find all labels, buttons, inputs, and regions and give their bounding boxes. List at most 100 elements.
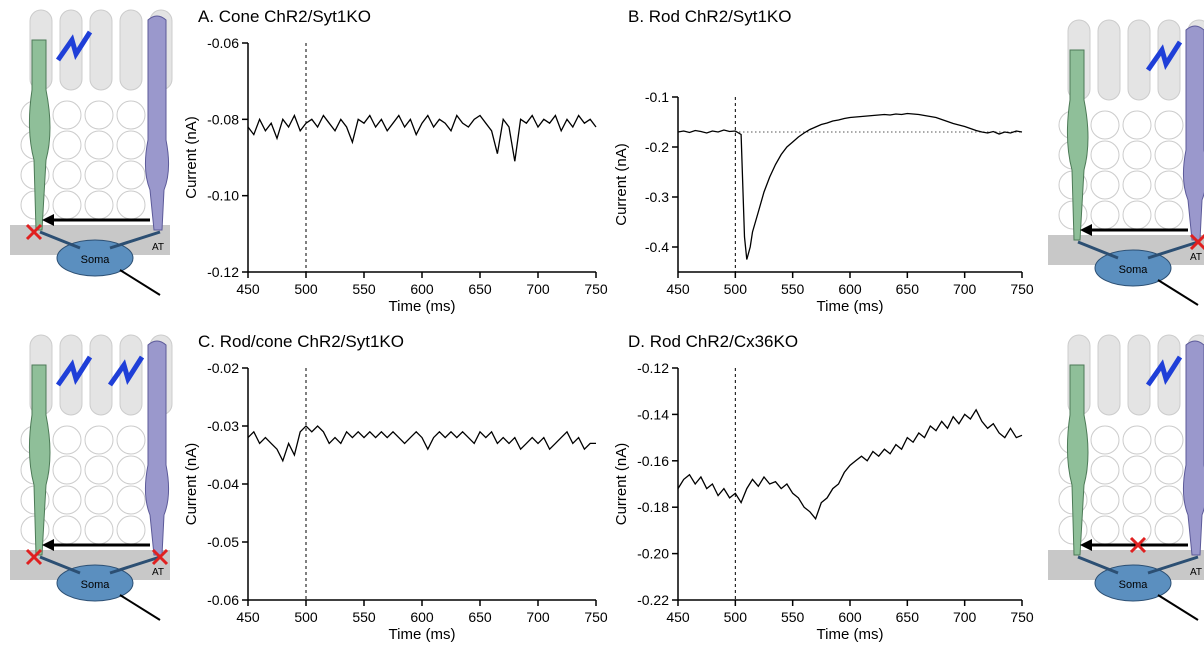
x-tick-label: 500: [294, 609, 318, 625]
x-tick-label: 600: [410, 281, 434, 297]
chart-title: B. Rod ChR2/Syt1KO: [628, 7, 791, 26]
x-tick-label: 650: [468, 281, 492, 297]
y-tick-label: -0.14: [637, 406, 669, 422]
nucleus: [1122, 485, 1152, 515]
block-mark: [1189, 233, 1204, 251]
dendrite: [39, 230, 161, 250]
trace: [677, 112, 1023, 260]
cone: [28, 364, 51, 556]
light-flash: [107, 355, 145, 387]
nucleus: [52, 190, 82, 220]
nucleus: [52, 100, 82, 130]
nucleus: [52, 485, 82, 515]
electrode: [119, 269, 161, 296]
y-tick-label: -0.16: [637, 453, 669, 469]
schematic: Soma AT: [10, 9, 173, 296]
nucleus: [52, 455, 82, 485]
light-flash: [55, 30, 93, 62]
x-tick-label: 450: [666, 609, 690, 625]
x-tick-label: 500: [724, 281, 748, 297]
x-axis-label: Time (ms): [389, 298, 456, 315]
nucleus: [1154, 515, 1184, 545]
outer-segment: [89, 334, 113, 416]
arrow-head: [42, 539, 54, 551]
light-flash: [1145, 40, 1183, 72]
schematic: Soma AT: [1048, 19, 1204, 306]
nucleus: [1122, 110, 1152, 140]
nucleus: [1090, 140, 1120, 170]
trace: [247, 113, 597, 162]
x-tick-label: 550: [781, 281, 805, 297]
nucleus: [1090, 425, 1120, 455]
nucleus: [52, 515, 82, 545]
x-tick-label: 700: [953, 281, 977, 297]
light-flash: [55, 355, 93, 387]
nucleus: [1154, 140, 1184, 170]
dendrite: [1077, 240, 1199, 260]
chart-title: D. Rod ChR2/Cx36KO: [628, 332, 798, 351]
nucleus: [84, 130, 114, 160]
rod: [144, 15, 170, 231]
y-tick-label: -0.3: [645, 189, 669, 205]
schematic: Soma AT: [10, 334, 173, 621]
x-tick-label: 450: [236, 609, 260, 625]
nucleus: [1090, 200, 1120, 230]
chart-title: C. Rod/cone ChR2/Syt1KO: [198, 332, 404, 351]
rod: [1182, 340, 1204, 556]
y-tick-label: -0.03: [207, 418, 239, 434]
y-axis-label: Current (nA): [613, 143, 630, 226]
block-mark: [151, 548, 169, 566]
y-axis-label: Current (nA): [183, 116, 200, 199]
trace: [247, 425, 596, 463]
outer-segment: [1097, 19, 1121, 101]
y-axis-label: Current (nA): [183, 443, 200, 526]
rod: [144, 340, 170, 556]
x-tick-label: 650: [896, 609, 920, 625]
nucleus: [1090, 110, 1120, 140]
x-tick-label: 550: [352, 609, 376, 625]
y-tick-label: -0.02: [207, 360, 239, 376]
dendrite: [39, 555, 161, 575]
nucleus: [52, 425, 82, 455]
outer-segment: [1097, 334, 1121, 416]
chart-title: A. Cone ChR2/Syt1KO: [198, 7, 371, 26]
outer-segment: [59, 9, 83, 91]
cone: [1066, 364, 1089, 556]
nucleus: [1090, 170, 1120, 200]
y-tick-label: -0.08: [207, 111, 239, 127]
outer-segment: [1127, 334, 1151, 416]
electrode: [1157, 279, 1199, 306]
nucleus: [84, 190, 114, 220]
outer-segment: [89, 9, 113, 91]
nucleus: [1122, 170, 1152, 200]
electrode: [1157, 594, 1199, 621]
electrode: [119, 594, 161, 621]
soma: [56, 564, 134, 602]
nucleus: [52, 160, 82, 190]
nucleus: [52, 130, 82, 160]
x-tick-label: 600: [838, 281, 862, 297]
nucleus: [116, 455, 146, 485]
y-tick-label: -0.18: [637, 499, 669, 515]
y-tick-label: -0.4: [645, 239, 669, 255]
y-axis-label: Current (nA): [613, 443, 630, 526]
schematic: Soma AT: [1048, 334, 1204, 621]
nucleus: [116, 100, 146, 130]
nucleus: [1090, 515, 1120, 545]
x-axis-label: Time (ms): [817, 626, 884, 643]
nucleus: [84, 100, 114, 130]
nucleus: [1090, 485, 1120, 515]
y-tick-label: -0.22: [637, 592, 669, 608]
nucleus: [1154, 455, 1184, 485]
nucleus: [116, 515, 146, 545]
terminal-label: AT: [152, 242, 164, 253]
x-tick-label: 500: [294, 281, 318, 297]
y-tick-label: -0.1: [645, 89, 669, 105]
nucleus: [84, 485, 114, 515]
x-tick-label: 700: [953, 609, 977, 625]
nucleus: [84, 425, 114, 455]
x-tick-label: 650: [896, 281, 920, 297]
outer-segment: [1127, 19, 1151, 101]
nucleus: [84, 455, 114, 485]
y-tick-label: -0.06: [207, 35, 239, 51]
